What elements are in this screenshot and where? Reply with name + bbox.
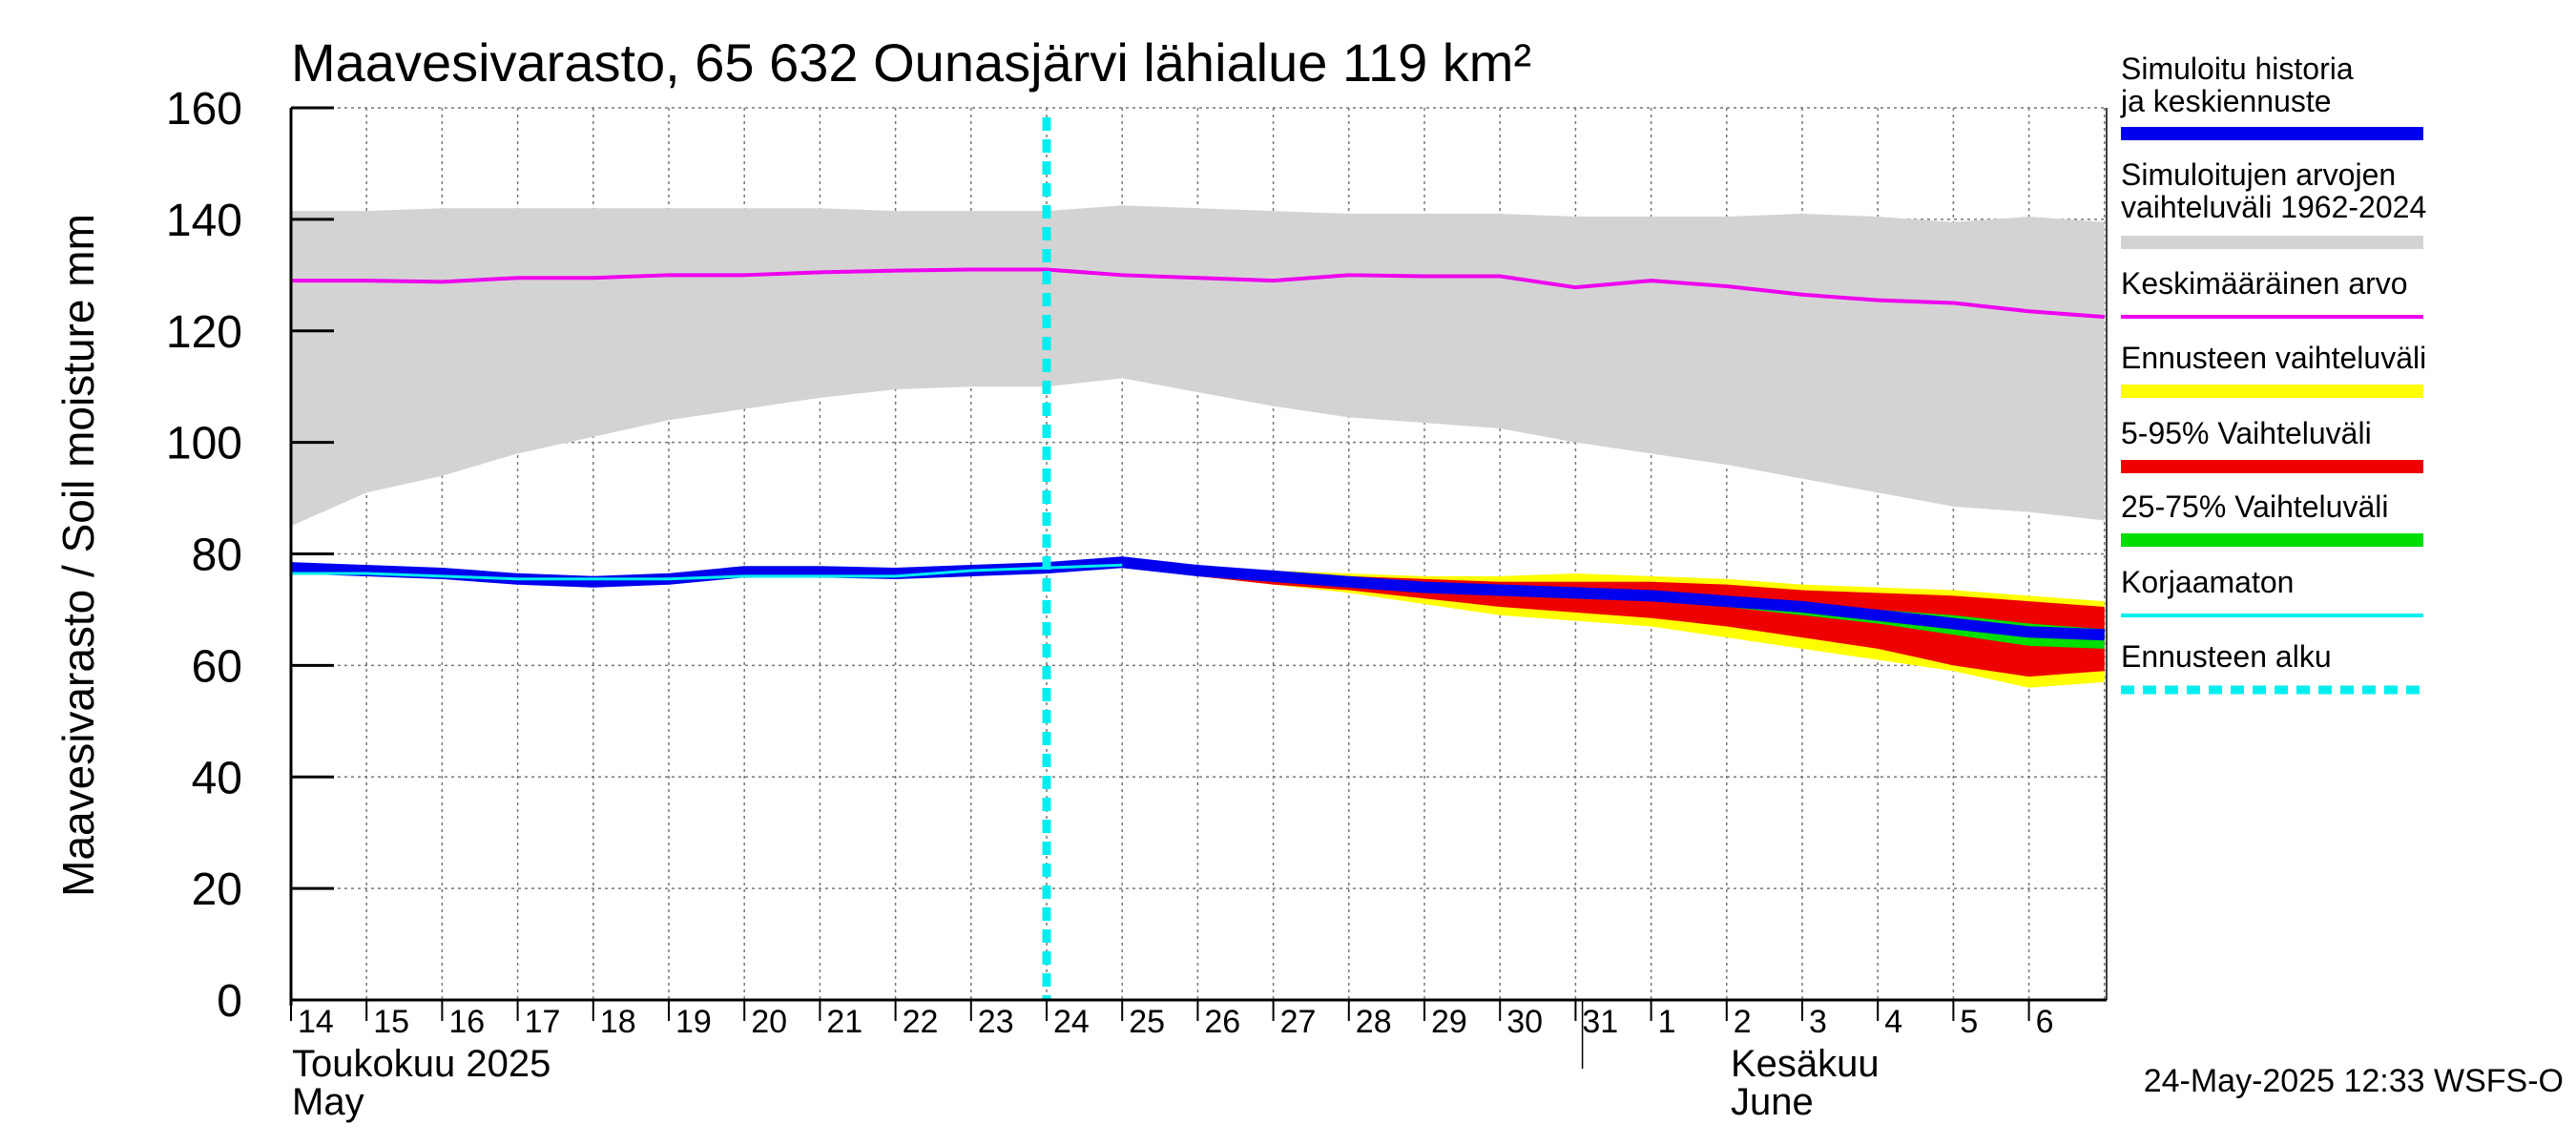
plot-area — [290, 117, 2106, 1000]
x-tick-label: 2 — [1734, 1004, 1752, 1040]
x-tick-label: 20 — [751, 1004, 787, 1040]
x-tick-label: 3 — [1809, 1004, 1827, 1040]
x-tick-label: 18 — [600, 1004, 636, 1040]
x-tick-label: 19 — [675, 1004, 712, 1040]
legend-label: Keskimääräinen arvo — [2121, 266, 2408, 301]
y-tick-label: 120 — [166, 307, 242, 358]
legend-label: Ennusteen vaihteluväli — [2121, 341, 2426, 375]
x-tick-label: 27 — [1280, 1004, 1317, 1040]
p5-95-band — [1122, 562, 2105, 677]
y-tick-label: 140 — [166, 196, 242, 246]
x-tick-label: 17 — [525, 1004, 561, 1040]
legend-label: Simuloitu historia ja keskiennuste — [2120, 52, 2354, 118]
simulated-history-line — [290, 556, 2106, 641]
x-tick-label: 5 — [1960, 1004, 1978, 1040]
timestamp: 24-May-2025 12:33 WSFS-O — [2144, 1063, 2564, 1099]
legend-label: 25-75% Vaihteluväli — [2121, 489, 2388, 524]
x-tick-label: 22 — [903, 1004, 939, 1040]
legend-label: 5-95% Vaihteluväli — [2121, 416, 2372, 450]
x-tick-label: 4 — [1884, 1004, 1902, 1040]
x-tick-label: 1 — [1658, 1004, 1676, 1040]
x-tick-label: 15 — [373, 1004, 409, 1040]
chart-title: Maavesivarasto, 65 632 Ounasjärvi lähial… — [291, 32, 1531, 93]
month-label-june-fi: Kesäkuu — [1731, 1043, 1880, 1085]
x-tick-label: 28 — [1356, 1004, 1392, 1040]
legend-label: Korjaamaton — [2121, 565, 2294, 599]
legend: Simuloitu historia ja keskiennuste Simuloi… — [2120, 52, 2426, 695]
legend-label: Simuloitujen arvojen vaihteluväli 1962-20… — [2121, 157, 2426, 224]
x-tick-label: 30 — [1506, 1004, 1543, 1040]
x-tick-label: 31 — [1582, 1004, 1618, 1040]
y-tick-label: 40 — [192, 753, 242, 803]
month-label-may-en: May — [292, 1081, 364, 1123]
x-tick-label: 29 — [1431, 1004, 1467, 1040]
legend-label: Ennusteen alku — [2121, 639, 2332, 674]
month-label-june-en: June — [1731, 1081, 1814, 1123]
y-tick-label: 160 — [166, 84, 242, 135]
month-label-may-fi: Toukokuu 2025 — [292, 1043, 551, 1085]
y-tick-label: 0 — [217, 976, 242, 1027]
y-tick-label: 80 — [192, 531, 242, 581]
x-tick-label: 21 — [826, 1004, 862, 1040]
x-tick-label: 6 — [2036, 1004, 2054, 1040]
x-tick-label: 25 — [1129, 1004, 1165, 1040]
x-tick-label: 26 — [1204, 1004, 1240, 1040]
y-tick-label: 60 — [192, 641, 242, 692]
y-axis-label: Maavesivarasto / Soil moisture mm — [53, 214, 103, 897]
historical-range-band — [291, 205, 2105, 527]
mean-value-line — [291, 267, 2105, 320]
y-tick-label: 100 — [166, 419, 242, 469]
x-tick-label: 23 — [978, 1004, 1014, 1040]
x-tick-label: 14 — [298, 1004, 334, 1040]
uncorrected-line — [291, 563, 1123, 581]
y-tick-label: 20 — [192, 864, 242, 915]
x-tick-label: 16 — [448, 1004, 485, 1040]
x-tick-label: 24 — [1053, 1004, 1090, 1040]
